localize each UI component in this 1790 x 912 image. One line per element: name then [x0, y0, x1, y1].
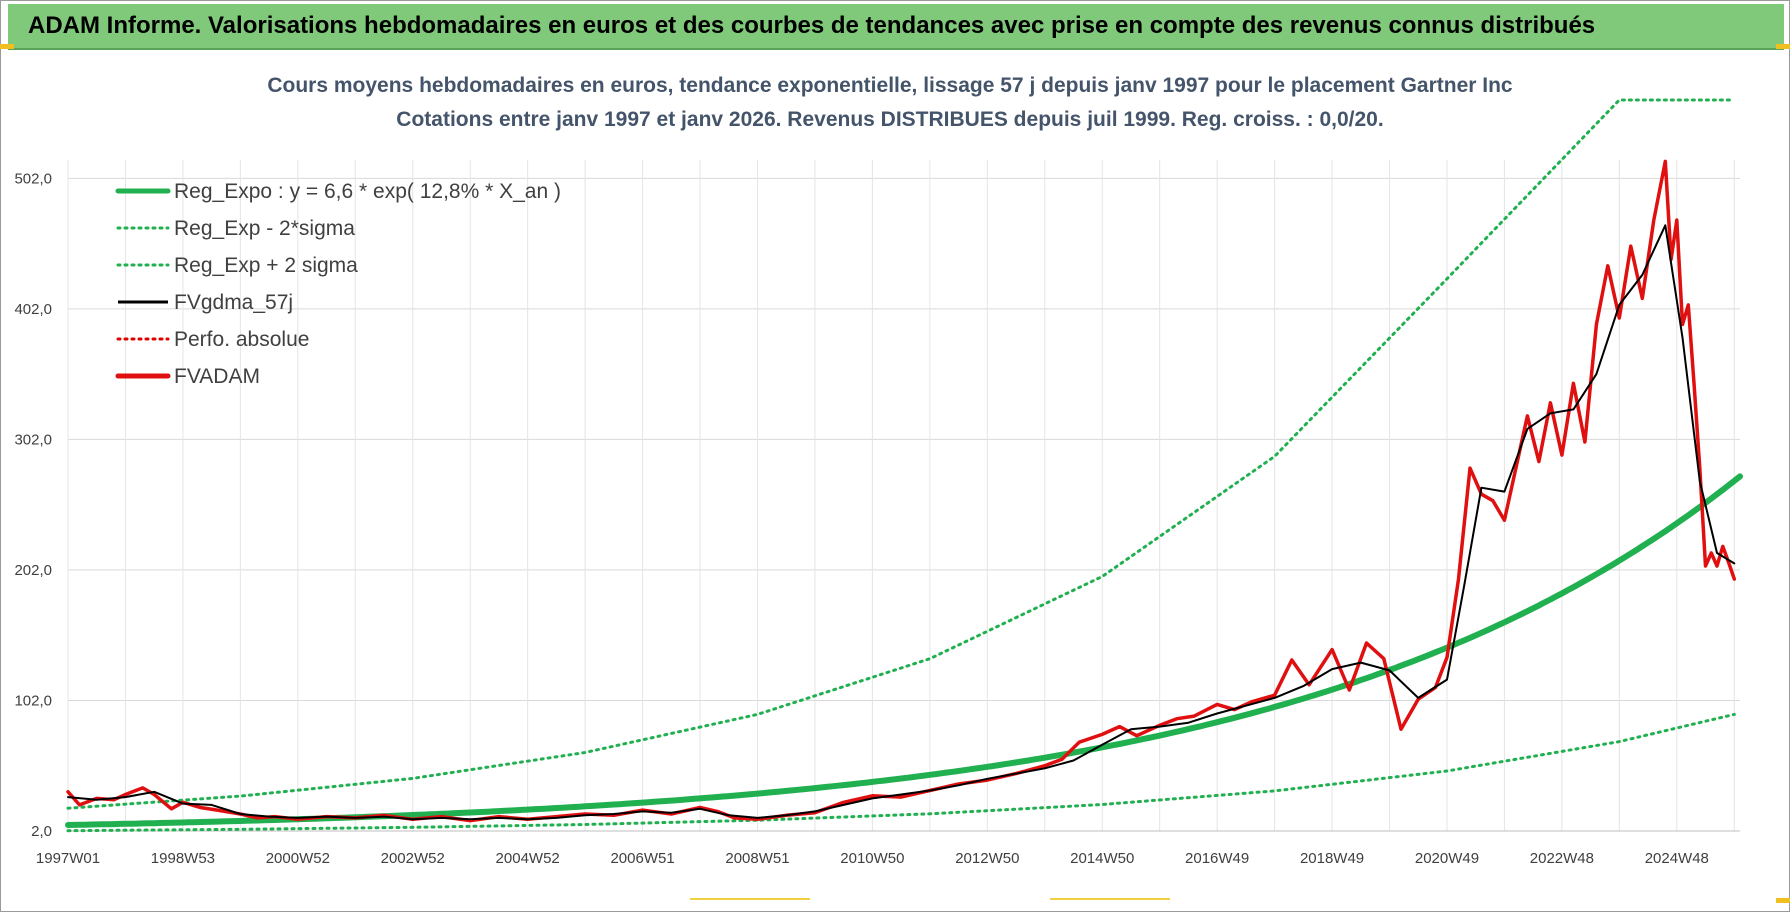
bottom-marks: [690, 898, 1170, 900]
header-banner: ADAM Informe. Valorisations hebdomadaire…: [8, 4, 1784, 50]
series-line-reg-expo: [65, 473, 1743, 828]
x-tick-label: 2016W49: [1185, 850, 1249, 867]
x-tick-label: 2020W49: [1415, 850, 1479, 867]
banner-title: ADAM Informe. Valorisations hebdomadaire…: [28, 12, 1596, 39]
legend-label: FVgdma_57j: [174, 291, 293, 314]
x-tick-label: 2022W48: [1530, 850, 1594, 867]
x-tick-label: 2008W51: [725, 850, 789, 867]
legend-label: Reg_Exp + 2 sigma: [174, 254, 358, 277]
x-tick-label: 2018W49: [1300, 850, 1364, 867]
series-line-reg-exp-2-sigma: [66, 712, 1736, 833]
corner-marker-top-right: [1776, 44, 1790, 49]
x-tick-label: 1997W01: [36, 850, 100, 867]
chart-subtitle: Cotations entre janv 1997 et janv 2026. …: [396, 108, 1383, 131]
y-tick-label: 402,0: [14, 301, 52, 318]
y-tick-label: 2,0: [31, 823, 52, 840]
x-tick-label: 2024W48: [1645, 850, 1709, 867]
x-axis-ticks: 1997W01 1998W53 2000W52 2002W52 2004W52 2006W…: [36, 850, 1709, 867]
chart-title: Cours moyens hebdomadaires en euros, ten…: [267, 74, 1513, 97]
y-tick-label: 202,0: [14, 562, 52, 579]
y-axis-ticks: 2,0 102,0 202,0 302,0 402,0 502,0: [14, 170, 52, 840]
x-tick-label: 2000W52: [266, 850, 330, 867]
x-tick-label: 2012W50: [955, 850, 1019, 867]
y-tick-label: 502,0: [14, 170, 52, 187]
scroll-marker: [1050, 898, 1170, 900]
series-group: [65, 98, 1743, 833]
series-line-fvgdma-57j: [67, 224, 1736, 821]
legend-label: Perfo. absolue: [174, 328, 309, 351]
x-tick-label: 2006W51: [610, 850, 674, 867]
legend-label: FVADAM: [174, 365, 260, 388]
x-tick-label: 2010W50: [840, 850, 904, 867]
x-tick-label: 2014W50: [1070, 850, 1134, 867]
legend-label: Reg_Exp - 2*sigma: [174, 217, 355, 240]
legend: Reg_Expo : y = 6,6 * exp( 12,8% * X_an )…: [115, 180, 561, 388]
y-tick-label: 302,0: [14, 431, 52, 448]
series-line-reg-exp-2-sigma: [66, 98, 1736, 810]
y-tick-label: 102,0: [14, 692, 52, 709]
x-tick-label: 2002W52: [381, 850, 445, 867]
corner-marker-top-left: [0, 44, 14, 49]
grid-lines: [67, 160, 1740, 832]
corner-marker-bottom-right: [1776, 898, 1790, 903]
x-tick-label: 1998W53: [151, 850, 215, 867]
scroll-marker: [690, 898, 810, 900]
legend-label: Reg_Expo : y = 6,6 * exp( 12,8% * X_an ): [174, 180, 561, 203]
x-tick-label: 2004W52: [496, 850, 560, 867]
